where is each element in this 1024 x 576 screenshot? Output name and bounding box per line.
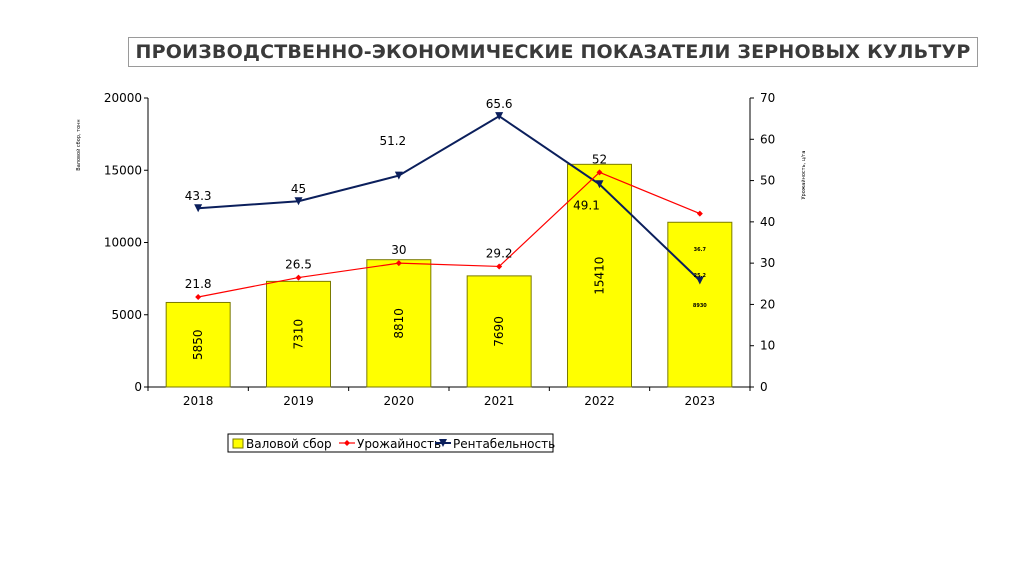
profit-marker <box>695 276 704 285</box>
yield-value-label: 21.8 <box>185 277 212 291</box>
y-tick-label: 5000 <box>111 308 142 322</box>
x-tick-label: 2022 <box>584 394 615 408</box>
y-tick-label: 0 <box>134 380 142 394</box>
x-tick-label: 2019 <box>283 394 314 408</box>
legend-swatch-bars <box>232 438 244 449</box>
bar <box>366 259 432 388</box>
profit-value-label: 49.1 <box>573 198 600 212</box>
y2-tick-label: 30 <box>760 256 775 270</box>
profit-value-label: 25.2 <box>694 273 707 279</box>
profit-marker <box>294 197 303 206</box>
y2-tick-label: 20 <box>760 297 775 311</box>
title-box: ПРОИЗВОДСТВЕННО-ЭКОНОМИЧЕСКИЕ ПОКАЗАТЕЛИ… <box>128 37 978 67</box>
x-tick-label: 2021 <box>484 394 515 408</box>
profit-marker <box>595 180 604 189</box>
y2-tick-label: 70 <box>760 91 775 105</box>
y-tick-label: 10000 <box>104 236 142 250</box>
profit-marker <box>394 171 403 180</box>
y2-tick-label: 10 <box>760 339 775 353</box>
bar-value-label: 8810 <box>392 308 406 339</box>
yield-value-label: 52 <box>592 152 607 166</box>
yield-marker <box>295 274 302 281</box>
y2-tick-label: 50 <box>760 174 775 188</box>
yield-line <box>198 171 701 298</box>
legend-label-bars: Валовой сбор <box>246 437 332 451</box>
y2-axis-title: Урожайность, ц/га <box>800 151 807 200</box>
bar-value-label: 7690 <box>492 316 506 347</box>
profit-line <box>198 114 701 282</box>
legend-label-profit: Рентабельность <box>453 437 555 451</box>
legend-box <box>227 433 554 453</box>
x-tick-label: 2018 <box>183 394 214 408</box>
y2-tick-label: 40 <box>760 215 775 229</box>
legend-marker-yield <box>344 440 350 446</box>
profit-marker <box>495 112 504 121</box>
profit-value-label: 45 <box>291 182 306 196</box>
bar-value-label: 15410 <box>593 257 607 295</box>
bar <box>165 301 231 388</box>
bar-value-label: 7310 <box>292 319 306 350</box>
bar-value-label: 5850 <box>191 329 205 360</box>
x-tick-label: 2020 <box>384 394 415 408</box>
yield-marker <box>496 263 503 270</box>
page-title: ПРОИЗВОДСТВЕННО-ЭКОНОМИЧЕСКИЕ ПОКАЗАТЕЛИ… <box>135 41 971 63</box>
profit-marker <box>194 204 203 213</box>
legend-marker-profit <box>439 439 447 447</box>
y2-tick-label: 0 <box>760 380 768 394</box>
bar <box>466 275 532 388</box>
y-tick-label: 20000 <box>104 91 142 105</box>
yield-value-label: 26.5 <box>285 258 312 272</box>
profit-value-label: 51.2 <box>379 134 406 148</box>
y2-tick-label: 60 <box>760 132 775 146</box>
yield-marker <box>596 169 603 176</box>
bar-value-label: 8930 <box>693 303 707 309</box>
profit-value-label: 65.6 <box>486 97 513 111</box>
bar <box>667 221 733 388</box>
yield-value-label: 36.7 <box>694 247 707 253</box>
y-tick-label: 15000 <box>104 163 142 177</box>
bar <box>266 280 331 388</box>
yield-marker <box>395 260 402 267</box>
y-axis-title: Валовой сбор, тонн <box>75 119 82 170</box>
yield-marker <box>696 210 703 217</box>
yield-value-label: 29.2 <box>486 246 513 260</box>
x-tick-label: 2023 <box>685 394 716 408</box>
yield-value-label: 30 <box>391 243 406 257</box>
legend-label-yield: Урожайность <box>357 437 441 451</box>
yield-marker <box>195 293 202 300</box>
bar <box>567 163 632 388</box>
profit-value-label: 43.3 <box>185 189 212 203</box>
